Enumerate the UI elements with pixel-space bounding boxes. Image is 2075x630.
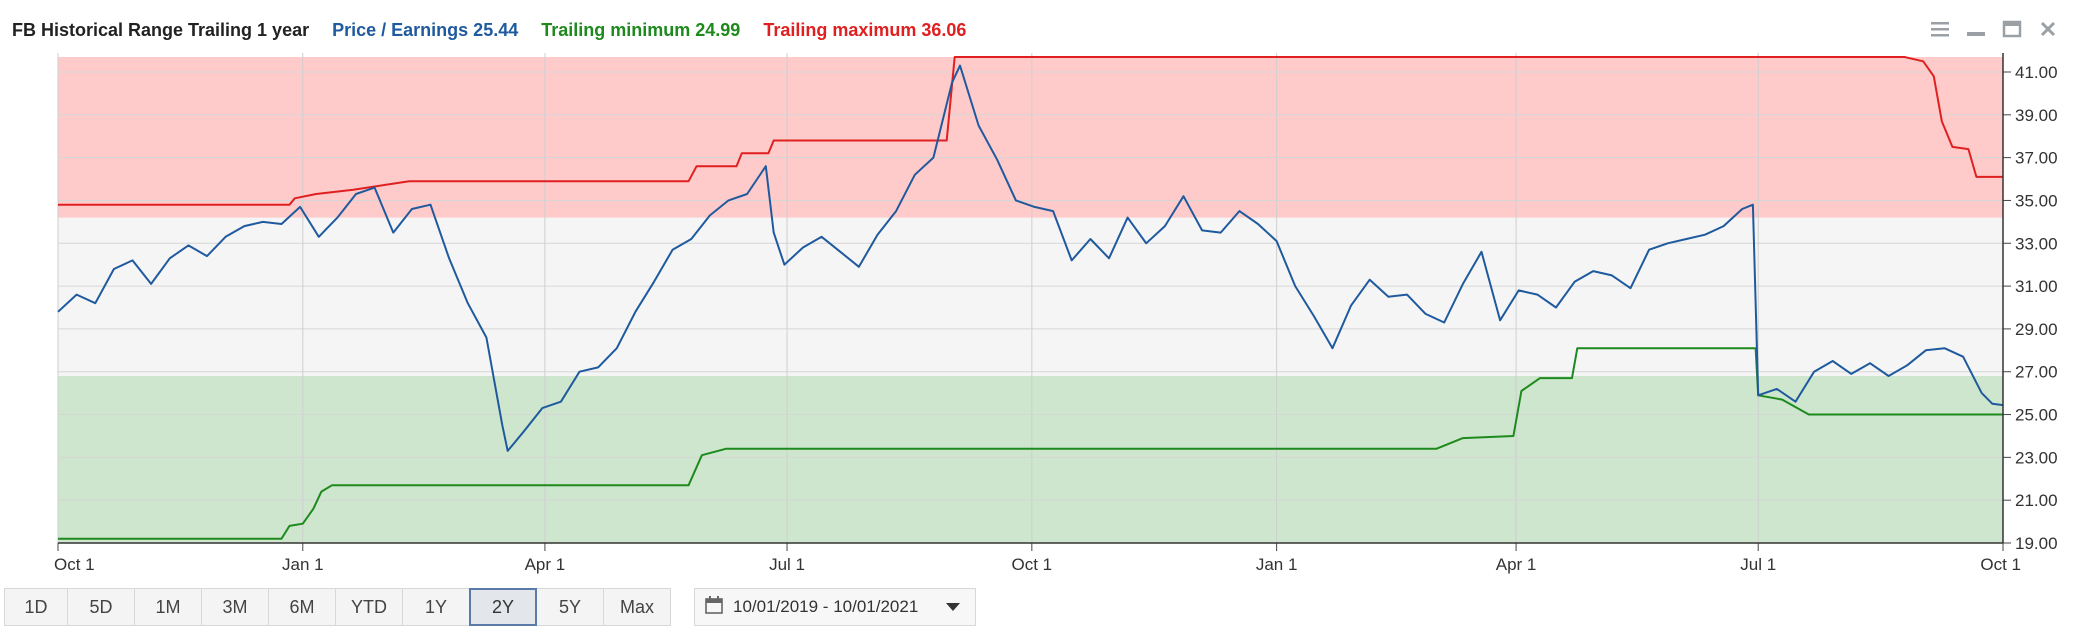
minimize-icon[interactable] bbox=[1963, 16, 1989, 42]
y-tick-label: 37.00 bbox=[2015, 149, 2058, 168]
date-range-picker[interactable]: 10/01/2019 - 10/01/2021 bbox=[694, 588, 976, 626]
x-tick-label: Oct 1 bbox=[54, 555, 95, 574]
close-icon[interactable] bbox=[2035, 16, 2061, 42]
x-tick-label: Oct 1 bbox=[1980, 555, 2021, 574]
y-tick-label: 33.00 bbox=[2015, 234, 2058, 253]
window-controls bbox=[1927, 16, 2061, 42]
range-button-5y[interactable]: 5Y bbox=[536, 588, 604, 626]
y-tick-label: 23.00 bbox=[2015, 448, 2058, 467]
range-button-2y[interactable]: 2Y bbox=[469, 588, 537, 626]
range-button-6m[interactable]: 6M bbox=[268, 588, 336, 626]
x-tick-label: Oct 1 bbox=[1012, 555, 1053, 574]
range-selector: 1D 5D 1M 3M 6M YTD 1Y 2Y 5Y Max bbox=[4, 588, 671, 626]
range-button-1d[interactable]: 1D bbox=[4, 588, 68, 626]
band-mid bbox=[58, 217, 2003, 377]
x-tick-label: Jul 1 bbox=[1740, 555, 1776, 574]
y-tick-label: 27.00 bbox=[2015, 363, 2058, 382]
range-button-5d[interactable]: 5D bbox=[67, 588, 135, 626]
x-tick-label: Apr 1 bbox=[1496, 555, 1537, 574]
legend-trailing-max[interactable]: Trailing maximum 36.06 bbox=[763, 20, 967, 40]
band-low bbox=[58, 376, 2003, 543]
date-range-text: 10/01/2019 - 10/01/2021 bbox=[733, 597, 919, 616]
x-tick-label: Jul 1 bbox=[769, 555, 805, 574]
range-button-3m[interactable]: 3M bbox=[201, 588, 269, 626]
legend-title: FB Historical Range Trailing 1 year bbox=[12, 20, 310, 40]
range-button-ytd[interactable]: YTD bbox=[335, 588, 403, 626]
chart-legend: FB Historical Range Trailing 1 year Pric… bbox=[12, 20, 984, 41]
calendar-icon bbox=[705, 595, 723, 619]
y-tick-label: 19.00 bbox=[2015, 534, 2058, 553]
series-pe-line[interactable] bbox=[57, 64, 2004, 452]
range-button-1m[interactable]: 1M bbox=[134, 588, 202, 626]
x-tick-label: Apr 1 bbox=[525, 555, 566, 574]
range-button-max[interactable]: Max bbox=[603, 588, 671, 626]
series-trailing-max-line[interactable] bbox=[58, 56, 2003, 206]
y-tick-label: 29.00 bbox=[2015, 320, 2058, 339]
legend-pe[interactable]: Price / Earnings 25.44 bbox=[332, 20, 519, 40]
x-tick-label: Jan 1 bbox=[1256, 555, 1298, 574]
chart-plot: 19.00 21.00 23.00 25.00 27.00 29.00 31.00 33.00… bbox=[54, 53, 2058, 574]
y-tick-label: 31.00 bbox=[2015, 277, 2058, 296]
legend-trailing-min[interactable]: Trailing minimum 24.99 bbox=[541, 20, 741, 40]
y-tick-label: 35.00 bbox=[2015, 191, 2058, 210]
range-button-1y[interactable]: 1Y bbox=[402, 588, 470, 626]
y-tick-label: 41.00 bbox=[2015, 63, 2058, 82]
menu-icon[interactable] bbox=[1927, 16, 1953, 42]
x-tick-label: Jan 1 bbox=[282, 555, 324, 574]
chevron-down-icon[interactable] bbox=[945, 597, 961, 617]
y-tick-label: 39.00 bbox=[2015, 106, 2058, 125]
y-tick-label: 21.00 bbox=[2015, 491, 2058, 510]
maximize-icon[interactable] bbox=[1999, 16, 2025, 42]
band-high bbox=[58, 57, 2003, 218]
y-tick-label: 25.00 bbox=[2015, 406, 2058, 425]
